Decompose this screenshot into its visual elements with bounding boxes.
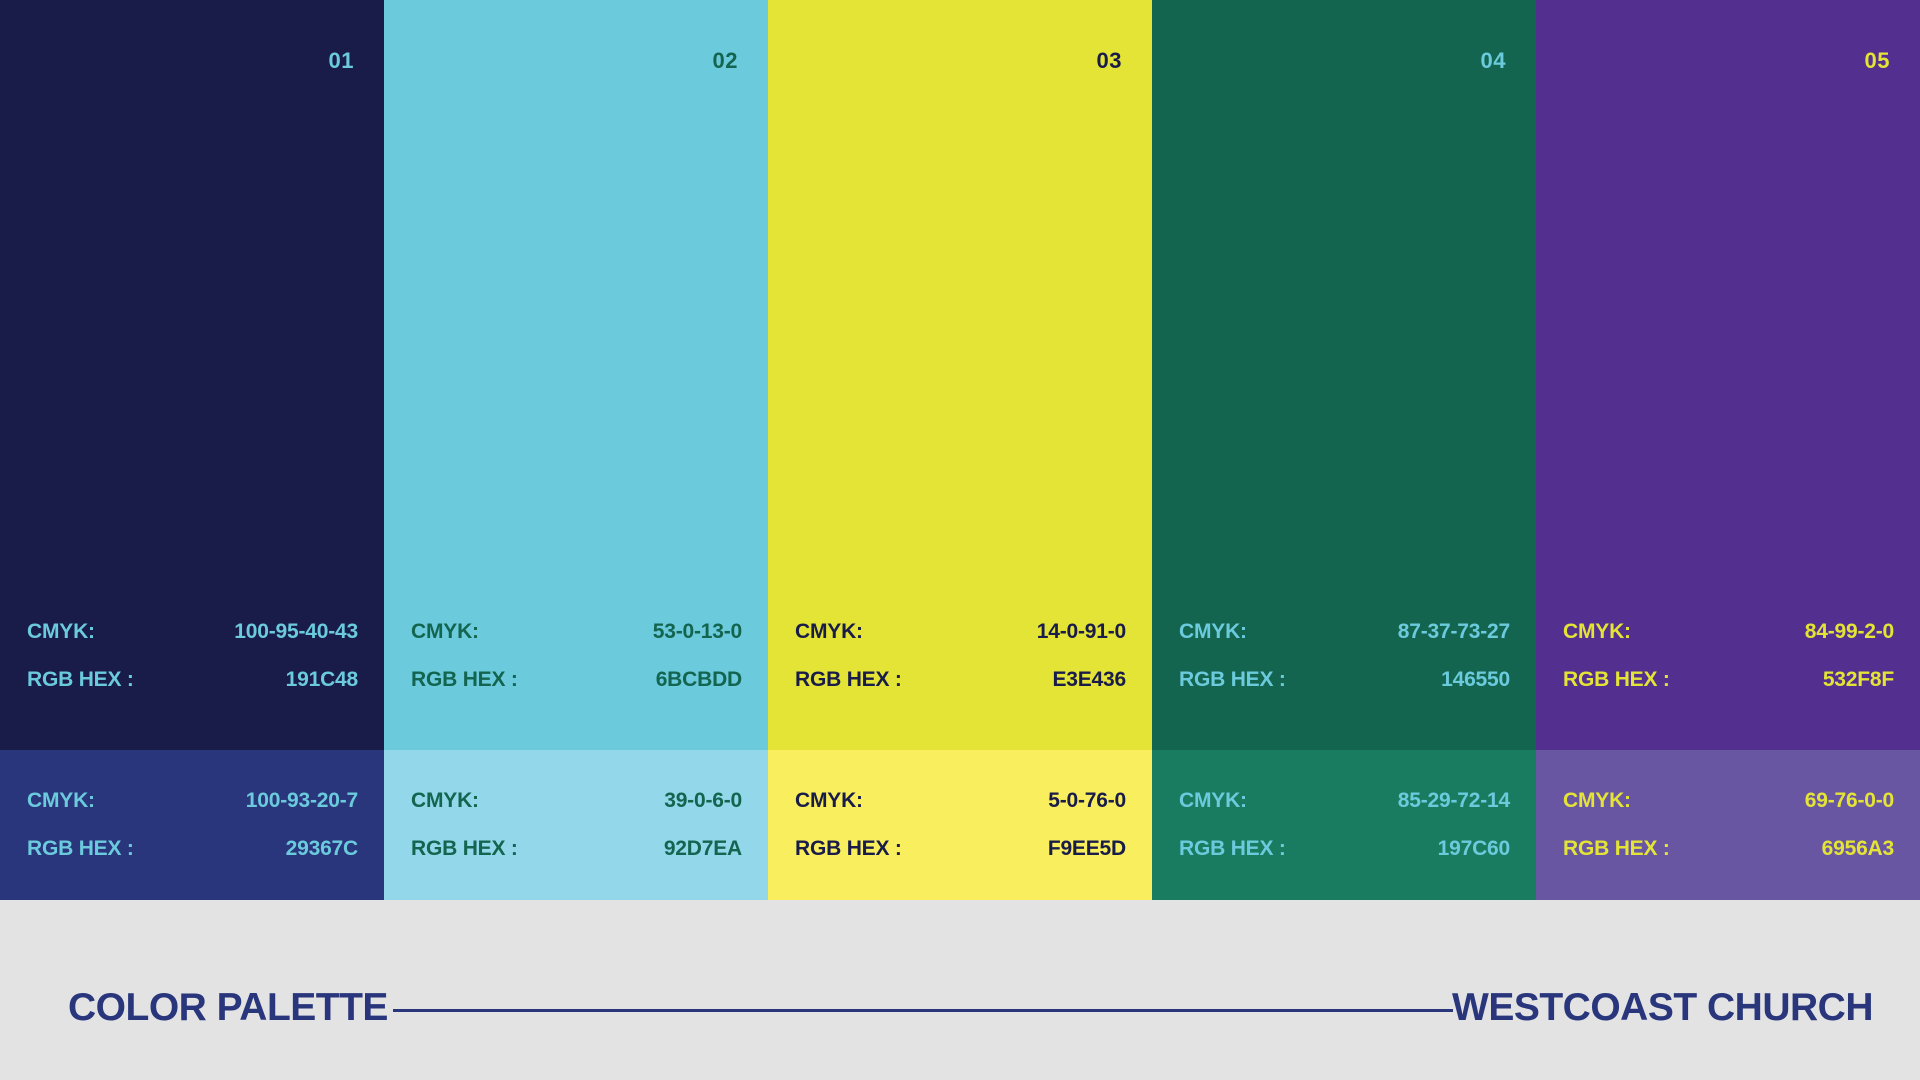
cmyk-label: CMYK: [411,620,479,643]
hex-label: RGB HEX : [411,668,518,691]
cmyk-value: 100-95-40-43 [234,620,358,643]
cmyk-row: CMYK: 14-0-91-0 [795,620,1126,644]
primary-swatch-03: 03 CMYK: 14-0-91-0 RGB HEX : E3E436 [768,0,1152,750]
footer-divider [393,1009,1453,1012]
tint-swatch-04: CMYK: 85-29-72-14 RGB HEX : 197C60 [1152,750,1536,900]
cmyk-value: 85-29-72-14 [1397,789,1510,812]
hex-row: RGB HEX : F9EE5D [795,837,1126,861]
cmyk-label: CMYK: [27,789,95,812]
primary-swatch-05: 05 CMYK: 84-99-2-0 RGB HEX : 532F8F [1536,0,1920,750]
tint-swatch-05: CMYK: 69-76-0-0 RGB HEX : 6956A3 [1536,750,1920,900]
swatch-number: 02 [712,48,738,73]
hex-row: RGB HEX : 6956A3 [1563,837,1894,861]
cmyk-value: 87-37-73-27 [1397,620,1510,643]
brand-name: WESTCOAST CHURCH [1452,986,1873,1029]
primary-swatch-04: 04 CMYK: 87-37-73-27 RGB HEX : 146550 [1152,0,1536,750]
cmyk-value: 39-0-6-0 [664,789,742,812]
cmyk-value: 84-99-2-0 [1804,620,1894,643]
tint-swatch-02: CMYK: 39-0-6-0 RGB HEX : 92D7EA [384,750,768,900]
hex-row: RGB HEX : 197C60 [1179,837,1510,861]
tint-swatch-01: CMYK: 100-93-20-7 RGB HEX : 29367C [0,750,384,900]
swatch-column-03: 03 CMYK: 14-0-91-0 RGB HEX : E3E436 CMYK… [768,0,1152,900]
cmyk-row: CMYK: 85-29-72-14 [1179,789,1510,813]
page-title: COLOR PALETTE [68,986,388,1029]
cmyk-label: CMYK: [1563,620,1631,643]
hex-value: E3E436 [1052,668,1126,691]
swatch-column-01: 01 CMYK: 100-95-40-43 RGB HEX : 191C48 C… [0,0,384,900]
hex-value: 6BCBDD [655,668,743,691]
hex-row: RGB HEX : E3E436 [795,668,1126,692]
hex-label: RGB HEX : [1563,837,1670,860]
swatch-number: 03 [1096,48,1122,73]
hex-value: 146550 [1441,668,1510,691]
hex-value: 532F8F [1822,668,1894,691]
hex-row: RGB HEX : 92D7EA [411,837,742,861]
swatch-number: 04 [1480,48,1506,73]
hex-label: RGB HEX : [1179,668,1286,691]
primary-swatch-01: 01 CMYK: 100-95-40-43 RGB HEX : 191C48 [0,0,384,750]
cmyk-row: CMYK: 39-0-6-0 [411,789,742,813]
hex-value: 191C48 [285,668,359,691]
cmyk-label: CMYK: [1563,789,1631,812]
cmyk-row: CMYK: 87-37-73-27 [1179,620,1510,644]
cmyk-value: 5-0-76-0 [1048,789,1126,812]
hex-row: RGB HEX : 6BCBDD [411,668,742,692]
hex-label: RGB HEX : [411,837,518,860]
cmyk-value: 14-0-91-0 [1036,620,1126,643]
cmyk-row: CMYK: 69-76-0-0 [1563,789,1894,813]
cmyk-row: CMYK: 84-99-2-0 [1563,620,1894,644]
hex-value: 92D7EA [663,837,742,860]
cmyk-label: CMYK: [411,789,479,812]
hex-label: RGB HEX : [27,837,134,860]
hex-value: F9EE5D [1047,837,1126,860]
swatch-number: 01 [328,48,354,73]
cmyk-value: 100-93-20-7 [245,789,358,812]
color-palette: 01 CMYK: 100-95-40-43 RGB HEX : 191C48 C… [0,0,1920,900]
cmyk-row: CMYK: 5-0-76-0 [795,789,1126,813]
cmyk-label: CMYK: [795,620,863,643]
tint-swatch-03: CMYK: 5-0-76-0 RGB HEX : F9EE5D [768,750,1152,900]
cmyk-row: CMYK: 53-0-13-0 [411,620,742,644]
primary-swatch-02: 02 CMYK: 53-0-13-0 RGB HEX : 6BCBDD [384,0,768,750]
swatch-column-04: 04 CMYK: 87-37-73-27 RGB HEX : 146550 CM… [1152,0,1536,900]
cmyk-label: CMYK: [27,620,95,643]
hex-row: RGB HEX : 532F8F [1563,668,1894,692]
cmyk-row: CMYK: 100-93-20-7 [27,789,358,813]
hex-label: RGB HEX : [1563,668,1670,691]
hex-label: RGB HEX : [795,668,902,691]
swatch-column-05: 05 CMYK: 84-99-2-0 RGB HEX : 532F8F CMYK… [1536,0,1920,900]
hex-row: RGB HEX : 29367C [27,837,358,861]
cmyk-value: 53-0-13-0 [652,620,742,643]
hex-label: RGB HEX : [1179,837,1286,860]
hex-row: RGB HEX : 191C48 [27,668,358,692]
cmyk-label: CMYK: [1179,620,1247,643]
cmyk-value: 69-76-0-0 [1804,789,1894,812]
hex-value: 29367C [285,837,359,860]
hex-label: RGB HEX : [27,668,134,691]
swatch-column-02: 02 CMYK: 53-0-13-0 RGB HEX : 6BCBDD CMYK… [384,0,768,900]
hex-value: 197C60 [1437,837,1511,860]
hex-label: RGB HEX : [795,837,902,860]
swatch-number: 05 [1864,48,1890,73]
cmyk-label: CMYK: [1179,789,1247,812]
hex-row: RGB HEX : 146550 [1179,668,1510,692]
cmyk-label: CMYK: [795,789,863,812]
hex-value: 6956A3 [1821,837,1895,860]
cmyk-row: CMYK: 100-95-40-43 [27,620,358,644]
